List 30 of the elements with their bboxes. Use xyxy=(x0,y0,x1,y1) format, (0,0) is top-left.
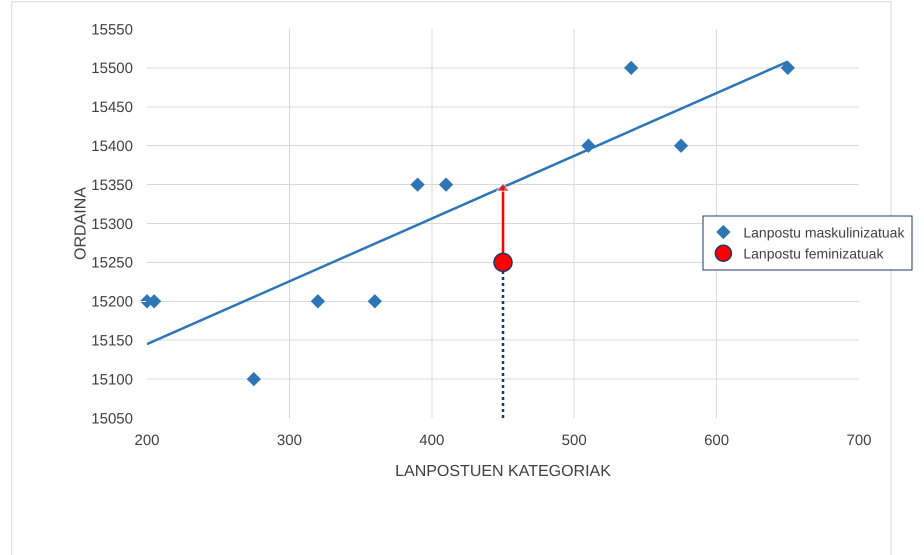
x-tick-label: 500 xyxy=(562,432,587,449)
point xyxy=(493,252,513,272)
y-tick-label: 15100 xyxy=(91,371,133,388)
point xyxy=(438,177,454,192)
x-tick-label: 700 xyxy=(846,432,872,449)
y-tick-label: 15400 xyxy=(91,138,133,155)
x-axis-title: LANPOSTUEN KATEGORIAK xyxy=(395,463,612,480)
point xyxy=(410,177,425,192)
y-tick-label: 15150 xyxy=(91,332,133,350)
y-tick-label: 15450 xyxy=(91,99,133,116)
point xyxy=(780,60,795,76)
y-axis-title: ORDAINA xyxy=(72,186,90,260)
point xyxy=(246,372,261,386)
y-tick-label: 15500 xyxy=(91,60,133,78)
x-tick-label: 400 xyxy=(419,432,444,449)
legend-label: Lanpostu feminizatuak xyxy=(743,246,884,262)
y-tick-label: 15050 xyxy=(91,410,133,428)
y-tick-label: 15300 xyxy=(91,216,133,233)
y-tick-label: 15250 xyxy=(91,254,133,272)
x-tick-label: 200 xyxy=(134,432,160,449)
y-tick-label: 15200 xyxy=(91,294,133,311)
x-tick-label: 300 xyxy=(276,432,302,449)
point xyxy=(368,294,382,308)
y-tick-label: 15350 xyxy=(91,176,133,194)
point xyxy=(310,294,326,308)
point xyxy=(674,138,688,153)
y-tick-label: 15550 xyxy=(91,21,133,38)
x-tick-label: 600 xyxy=(704,432,730,449)
point xyxy=(624,60,638,76)
legend-label: Lanpostu maskulinizatuak xyxy=(743,224,906,241)
